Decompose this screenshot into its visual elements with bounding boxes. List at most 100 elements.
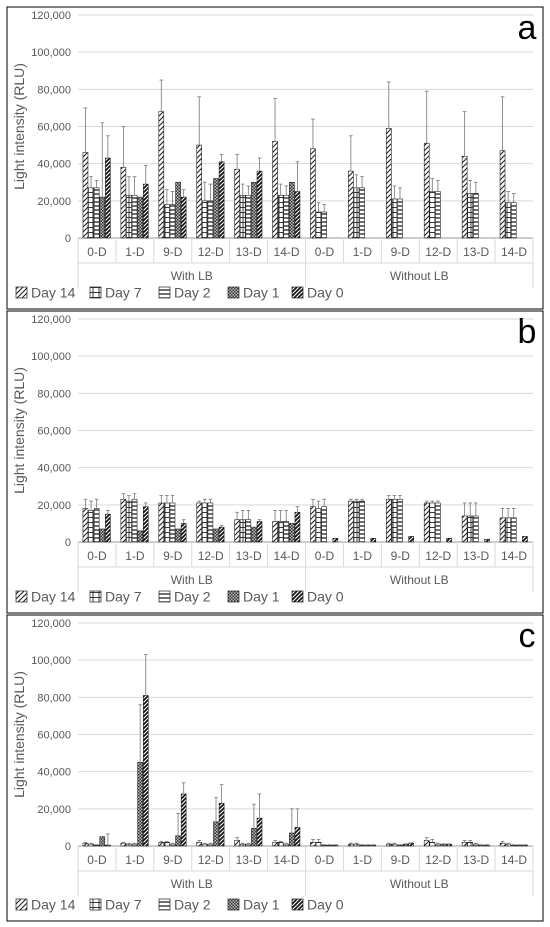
- bar: [137, 530, 143, 543]
- bar: [131, 194, 138, 239]
- x-tick-label: 0-D: [87, 549, 107, 563]
- bar: [461, 515, 468, 543]
- bar: [397, 498, 403, 543]
- bar: [158, 502, 165, 543]
- x-tick-label: 14-D: [501, 853, 527, 867]
- y-tick-label: 120,000: [31, 618, 71, 630]
- y-tick-label: 80,000: [37, 388, 71, 400]
- bar: [175, 835, 181, 847]
- x-tick-label: 1-D: [353, 245, 373, 259]
- bar: [391, 498, 398, 543]
- x-tick-label: 0-D: [87, 853, 107, 867]
- bar: [429, 502, 436, 543]
- legend-label: Day 1: [243, 589, 280, 605]
- x-tick-label: 9-D: [163, 245, 183, 259]
- bar: [142, 695, 149, 847]
- x-tick-label: 13-D: [463, 245, 489, 259]
- x-tick-label: 13-D: [236, 549, 262, 563]
- y-axis-label: Light intensity (RLU): [11, 671, 27, 798]
- bar: [180, 793, 187, 847]
- bar: [321, 506, 327, 543]
- legend-swatch: [227, 590, 240, 603]
- legend-label: Day 7: [105, 589, 142, 605]
- bar: [213, 821, 219, 847]
- y-tick-label: 40,000: [37, 767, 71, 779]
- bar: [510, 517, 517, 543]
- y-tick-label: 20,000: [37, 500, 71, 512]
- y-tick-label: 40,000: [37, 159, 71, 171]
- bar: [251, 526, 257, 543]
- bar: [218, 526, 225, 543]
- bar: [93, 187, 100, 239]
- bar: [272, 141, 278, 239]
- panel-border: [6, 614, 544, 922]
- bar: [251, 181, 257, 239]
- legend-swatch: [15, 898, 28, 911]
- bar: [461, 841, 468, 847]
- bar: [370, 844, 377, 847]
- bar: [105, 157, 111, 239]
- bar: [385, 128, 392, 239]
- bar: [467, 841, 474, 847]
- bar: [169, 502, 176, 543]
- bar: [353, 187, 360, 239]
- bar: [473, 843, 479, 847]
- group-label: With LB: [171, 573, 213, 587]
- legend-swatch: [158, 898, 171, 911]
- bar: [484, 538, 490, 543]
- bar: [175, 181, 181, 239]
- bar: [277, 194, 284, 239]
- bar: [105, 844, 111, 847]
- x-tick-label: 1-D: [125, 549, 145, 563]
- bar: [310, 841, 316, 847]
- bar: [277, 521, 284, 543]
- panel-letter: b: [518, 313, 537, 351]
- x-tick-label: 0-D: [315, 245, 335, 259]
- bar: [82, 508, 89, 543]
- bar: [234, 519, 240, 543]
- bar: [516, 844, 523, 847]
- x-tick-label: 1-D: [125, 853, 145, 867]
- bar: [202, 843, 208, 847]
- bar: [321, 211, 327, 239]
- bar: [423, 502, 430, 543]
- group-label: With LB: [171, 877, 213, 891]
- bar: [272, 521, 278, 543]
- bar: [234, 168, 240, 239]
- y-tick-label: 40,000: [37, 463, 71, 475]
- bar: [364, 844, 371, 847]
- x-tick-label: 14-D: [501, 549, 527, 563]
- bar: [239, 194, 246, 239]
- bar: [283, 521, 290, 543]
- bar: [126, 500, 132, 543]
- bar: [213, 528, 219, 543]
- bar: [105, 513, 111, 543]
- legend-label: Day 1: [243, 897, 280, 913]
- bar: [359, 844, 365, 847]
- bar: [484, 844, 490, 847]
- bar: [196, 502, 203, 543]
- x-tick-label: 9-D: [391, 853, 411, 867]
- bar: [202, 200, 208, 239]
- bar: [239, 843, 246, 847]
- y-tick-label: 100,000: [31, 47, 71, 59]
- bar: [180, 196, 187, 239]
- bar: [207, 502, 214, 543]
- bar: [158, 111, 165, 239]
- x-tick-label: 0-D: [315, 549, 335, 563]
- bar: [423, 840, 430, 847]
- legend-label: Day 0: [307, 897, 344, 913]
- legend-swatch: [89, 898, 102, 911]
- group-label: Without LB: [390, 269, 449, 283]
- legend-swatch: [158, 286, 171, 299]
- x-tick-label: 12-D: [425, 549, 451, 563]
- x-tick-label: 14-D: [274, 549, 300, 563]
- bar: [88, 843, 94, 847]
- bar: [370, 537, 377, 543]
- bar: [93, 508, 100, 543]
- bar: [505, 517, 511, 543]
- bar: [196, 144, 203, 239]
- x-tick-label: 14-D: [501, 245, 527, 259]
- bar: [359, 500, 365, 543]
- x-tick-label: 1-D: [353, 853, 373, 867]
